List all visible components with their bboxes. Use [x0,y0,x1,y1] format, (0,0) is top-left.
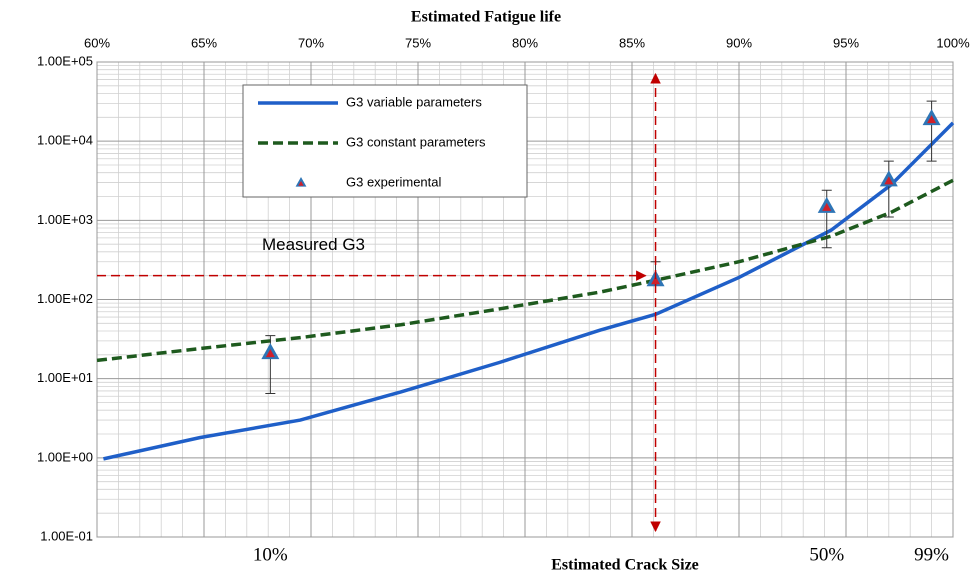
marker [922,109,941,126]
chart-title: Estimated Fatigue life [411,9,561,26]
marker-inner [884,176,894,185]
marker [261,343,280,360]
marker-inner [265,349,275,358]
x-tick-label: 100% [936,35,970,50]
y-tick-label: 1.00E+01 [37,370,93,385]
line [96,178,954,363]
y-tick-label: 1.00E+04 [37,133,93,148]
x-tick-label: 70% [298,35,324,50]
bottom-label: 99% [914,544,949,565]
legend-label: G3 experimental [346,174,441,189]
y-tick-label: 1.00E+00 [37,449,93,464]
x-tick-label: 75% [405,35,431,50]
line [103,121,955,461]
y-tick-label: 1.00E+02 [37,291,93,306]
x-tick-label: 95% [833,35,859,50]
x-tick-label: 60% [84,35,110,50]
marker [817,196,836,213]
x-axis-title: Estimated Crack Size [551,557,699,574]
marker-inner [822,202,832,211]
measured-label: Measured G3 [262,235,365,254]
legend-label: G3 variable parameters [346,94,482,109]
legend-marker-inner [298,181,304,186]
x-tick-label: 80% [512,35,538,50]
marker-inner [927,115,937,124]
legend-label: G3 constant parameters [346,134,486,149]
marker [879,170,898,187]
x-tick-label: 85% [619,35,645,50]
x-tick-label: 90% [726,35,752,50]
bottom-label: 10% [253,544,288,565]
y-tick-label: 1.00E+03 [37,212,93,227]
x-tick-label: 65% [191,35,217,50]
bottom-label: 50% [809,544,844,565]
y-tick-label: 1.00E+05 [37,53,93,68]
y-tick-label: 1.00E-01 [40,528,93,543]
